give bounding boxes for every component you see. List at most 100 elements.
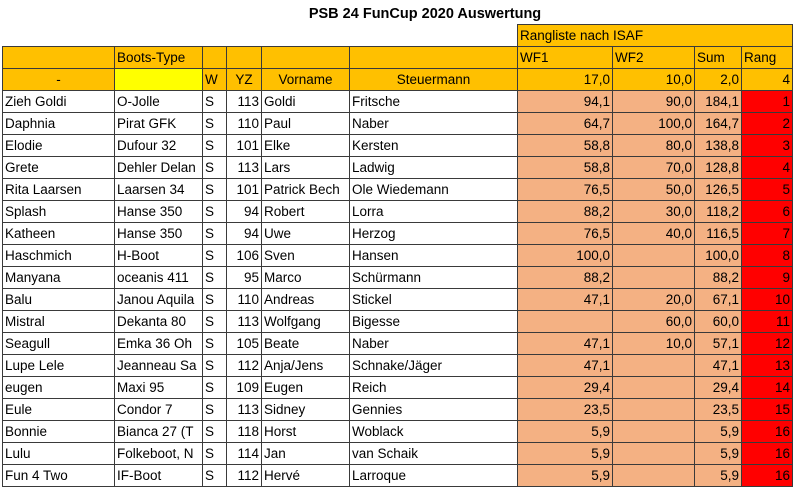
w-cell[interactable]: S: [202, 398, 227, 421]
wf1-cell[interactable]: 76,5: [517, 222, 613, 245]
rang-cell[interactable]: 8: [741, 244, 793, 267]
sum-cell[interactable]: 57,1: [694, 332, 742, 355]
rang-header[interactable]: Rang: [741, 46, 793, 69]
rang-cell[interactable]: 16: [741, 420, 793, 443]
steuermann-cell[interactable]: Bigesse: [349, 310, 518, 333]
boat-name-cell[interactable]: Haschmich: [2, 244, 115, 267]
boat-name-cell[interactable]: Grete: [2, 156, 115, 179]
yz-header[interactable]: YZ: [226, 68, 262, 91]
sum-cell[interactable]: 67,1: [694, 288, 742, 311]
boat-type-cell[interactable]: Jeanneau Sa: [114, 354, 203, 377]
boat-name-cell[interactable]: Mistral: [2, 310, 115, 333]
boat-name-cell[interactable]: Seagull: [2, 332, 115, 355]
boat-type-cell[interactable]: Folkeboot, N: [114, 442, 203, 465]
yz-cell[interactable]: 95: [226, 266, 262, 289]
empty-header-cell[interactable]: [226, 46, 262, 69]
steuermann-cell[interactable]: Gennies: [349, 398, 518, 421]
vorname-cell[interactable]: Patrick Bech: [261, 178, 350, 201]
wf1-cell[interactable]: 58,8: [517, 134, 613, 157]
yz-cell[interactable]: 94: [226, 222, 262, 245]
wf2-cell[interactable]: [612, 376, 695, 399]
yz-cell[interactable]: 109: [226, 376, 262, 399]
vorname-cell[interactable]: Goldi: [261, 90, 350, 113]
w-cell[interactable]: S: [202, 442, 227, 465]
rang-cell[interactable]: 13: [741, 354, 793, 377]
wf1-cell[interactable]: 88,2: [517, 266, 613, 289]
yz-cell[interactable]: 105: [226, 332, 262, 355]
wf2-cell[interactable]: 50,0: [612, 178, 695, 201]
w-cell[interactable]: S: [202, 464, 227, 487]
sum-cell[interactable]: 88,2: [694, 266, 742, 289]
empty-header-cell[interactable]: [2, 46, 115, 69]
steuermann-cell[interactable]: Lorra: [349, 200, 518, 223]
wf1-stat-cell[interactable]: 17,0: [517, 68, 613, 91]
boat-type-cell[interactable]: Janou Aquila: [114, 288, 203, 311]
wf1-cell[interactable]: 76,5: [517, 178, 613, 201]
wf2-cell[interactable]: [612, 442, 695, 465]
empty-header-cell[interactable]: [261, 46, 350, 69]
rang-cell[interactable]: 4: [741, 156, 793, 179]
wf2-cell[interactable]: 30,0: [612, 200, 695, 223]
rang-cell[interactable]: 5: [741, 178, 793, 201]
boat-type-cell[interactable]: Pirat GFK: [114, 112, 203, 135]
sum-cell[interactable]: 126,5: [694, 178, 742, 201]
steuermann-cell[interactable]: Herzog: [349, 222, 518, 245]
vorname-cell[interactable]: Sven: [261, 244, 350, 267]
wf1-cell[interactable]: 47,1: [517, 332, 613, 355]
vorname-cell[interactable]: Beate: [261, 332, 350, 355]
sum-cell[interactable]: 184,1: [694, 90, 742, 113]
boat-name-cell[interactable]: Fun 4 Two: [2, 464, 115, 487]
boat-type-cell[interactable]: H-Boot: [114, 244, 203, 267]
sum-cell[interactable]: 128,8: [694, 156, 742, 179]
wf1-cell[interactable]: 23,5: [517, 398, 613, 421]
boat-type-cell[interactable]: Condor 7: [114, 398, 203, 421]
sum-cell[interactable]: 116,5: [694, 222, 742, 245]
wf1-cell[interactable]: 100,0: [517, 244, 613, 267]
yz-cell[interactable]: 112: [226, 464, 262, 487]
sum-cell[interactable]: 5,9: [694, 464, 742, 487]
boat-name-cell[interactable]: Balu: [2, 288, 115, 311]
w-cell[interactable]: S: [202, 354, 227, 377]
wf1-cell[interactable]: 47,1: [517, 288, 613, 311]
boat-name-cell[interactable]: Elodie: [2, 134, 115, 157]
vorname-cell[interactable]: Horst: [261, 420, 350, 443]
rang-cell[interactable]: 9: [741, 266, 793, 289]
steuermann-cell[interactable]: Woblack: [349, 420, 518, 443]
rang-cell[interactable]: 14: [741, 376, 793, 399]
boat-type-cell[interactable]: Hanse 350: [114, 222, 203, 245]
rang-cell[interactable]: 10: [741, 288, 793, 311]
steuermann-cell[interactable]: Schürmann: [349, 266, 518, 289]
steuermann-cell[interactable]: van Schaik: [349, 442, 518, 465]
yz-cell[interactable]: 114: [226, 442, 262, 465]
wf2-cell[interactable]: 20,0: [612, 288, 695, 311]
boat-type-cell[interactable]: Emka 36 Oh: [114, 332, 203, 355]
sum-cell[interactable]: 138,8: [694, 134, 742, 157]
wf2-cell[interactable]: 90,0: [612, 90, 695, 113]
wf2-cell[interactable]: [612, 244, 695, 267]
steuermann-cell[interactable]: Hansen: [349, 244, 518, 267]
sum-cell[interactable]: 5,9: [694, 420, 742, 443]
steuermann-cell[interactable]: Naber: [349, 112, 518, 135]
wf2-cell[interactable]: [612, 464, 695, 487]
w-cell[interactable]: S: [202, 332, 227, 355]
yz-cell[interactable]: 113: [226, 398, 262, 421]
wf2-cell[interactable]: 80,0: [612, 134, 695, 157]
sum-cell[interactable]: 100,0: [694, 244, 742, 267]
vorname-cell[interactable]: Hervé: [261, 464, 350, 487]
yz-cell[interactable]: 101: [226, 178, 262, 201]
yz-cell[interactable]: 110: [226, 112, 262, 135]
w-cell[interactable]: S: [202, 112, 227, 135]
rang-cell[interactable]: 11: [741, 310, 793, 333]
wf2-cell[interactable]: 100,0: [612, 112, 695, 135]
wf2-cell[interactable]: [612, 420, 695, 443]
w-cell[interactable]: S: [202, 244, 227, 267]
steuermann-header[interactable]: Steuermann: [349, 68, 518, 91]
boat-name-cell[interactable]: Eule: [2, 398, 115, 421]
w-cell[interactable]: S: [202, 156, 227, 179]
boat-type-cell[interactable]: O-Jolle: [114, 90, 203, 113]
w-cell[interactable]: S: [202, 376, 227, 399]
w-cell[interactable]: S: [202, 288, 227, 311]
wf1-cell[interactable]: 64,7: [517, 112, 613, 135]
sum-cell[interactable]: 29,4: [694, 376, 742, 399]
wf2-cell[interactable]: 40,0: [612, 222, 695, 245]
